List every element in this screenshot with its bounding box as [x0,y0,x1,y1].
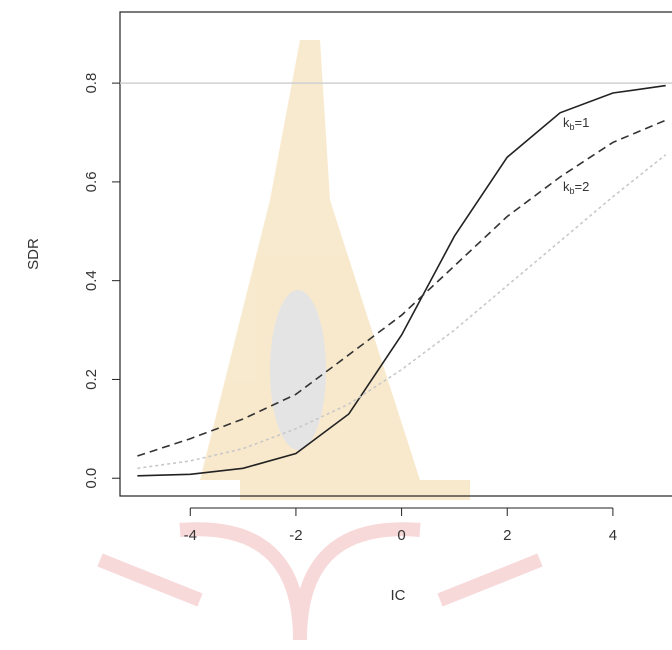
y-axis-title: SDR [25,238,42,270]
x-tick-label: 2 [503,527,511,544]
x-tick-label: 0 [397,527,405,544]
x-tick-label: -2 [289,527,302,544]
y-tick-label: 0.6 [83,171,100,192]
y-tick-label: 0.4 [83,270,100,291]
annotation-rest: =2 [575,179,590,194]
y-tick-label: 0.2 [83,369,100,390]
data-line [137,120,665,456]
annotation-rest: =1 [575,115,590,130]
x-tick-label: 4 [609,527,617,544]
y-tick-label: 0.0 [83,468,100,489]
x-axis-title: IC [391,587,406,604]
y-tick-label: 0.8 [83,73,100,94]
chart: IC SDR 0.0 0.2 0.4 0.6 0.8 -4 -2 0 2 4 kb=1 kb=2 [0,0,672,650]
watermark [100,40,540,640]
annotation: kb=1 [563,115,589,132]
watermark-figure [270,290,326,450]
annotation: kb=2 [563,179,589,196]
watermark-leaves [100,529,540,640]
watermark-tower [200,40,470,500]
x-tick-label: -4 [184,527,197,544]
